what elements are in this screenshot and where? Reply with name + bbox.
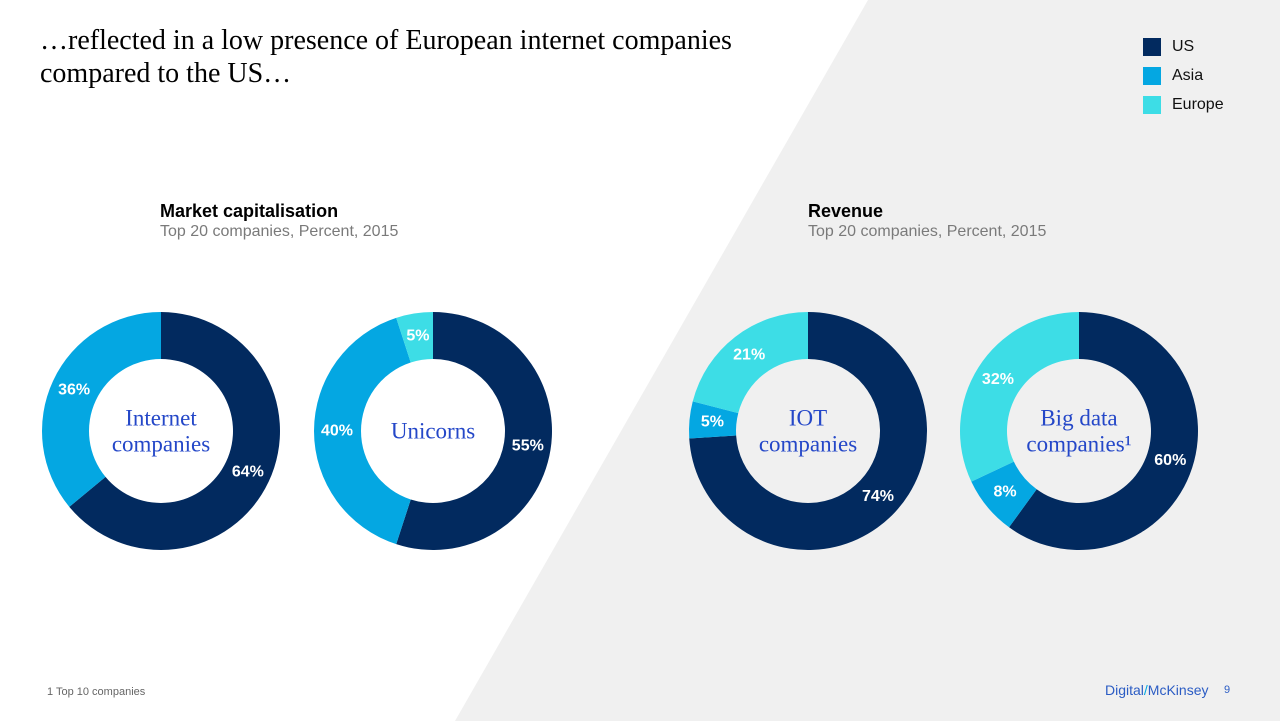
donut-center-label-line: Unicorns — [391, 419, 475, 444]
donut-chart-3: 74% 5% 21% IOT companies — [689, 312, 927, 550]
legend-label-asia: Asia — [1172, 66, 1204, 84]
market-cap-title: Market capitalisation — [160, 201, 339, 221]
market-cap-subtitle: Top 20 companies, Percent, 2015 — [160, 223, 399, 240]
donut-slice-label-asia: 5% — [701, 413, 724, 430]
donut-slice-us — [396, 312, 552, 550]
donut-slice-europe — [692, 312, 808, 414]
legend-swatch-asia — [1143, 66, 1161, 85]
donut-center-label-line: companies¹ — [1026, 432, 1131, 457]
donut-slice-label-europe: 21% — [733, 347, 765, 364]
footnote: 1 Top 10 companies — [47, 686, 146, 698]
brand-logo: Digital/McKinsey — [1105, 682, 1208, 698]
donut-slice-asia — [41, 312, 161, 507]
legend-item-asia: Asia — [1143, 61, 1224, 90]
legend-item-us: US — [1143, 32, 1224, 61]
brand-logo-left: Digital — [1105, 682, 1144, 698]
donut-slice-label-us: 74% — [862, 488, 894, 505]
donut-chart-4: 60% 8% 32% Big data companies¹ — [959, 312, 1199, 550]
donut-slice-label-europe: 32% — [982, 371, 1014, 388]
legend-swatch-europe — [1143, 95, 1161, 114]
donut-slice-label-us: 55% — [512, 438, 544, 455]
donut-slice-europe — [396, 312, 433, 363]
brand-logo-right: McKinsey — [1147, 682, 1209, 698]
page-title: …reflected in a low presence of European… — [40, 25, 732, 89]
donut-center-label: Unicorns — [391, 419, 475, 444]
donut-center-label-line: companies — [112, 432, 210, 457]
donut-center-label-line: companies — [759, 432, 857, 457]
donut-chart-1: 64% 36% Internet companies — [41, 312, 280, 550]
donut-slice-label-asia: 8% — [993, 484, 1016, 501]
donut-center-label-line: Internet — [125, 406, 197, 431]
donut-center-label: Big data companies¹ — [1026, 406, 1131, 457]
legend-label-us: US — [1172, 37, 1195, 55]
donut-slice-label-asia: 40% — [321, 423, 353, 440]
donut-center-label: Internet companies — [112, 406, 210, 457]
revenue-subtitle: Top 20 companies, Percent, 2015 — [808, 223, 1047, 240]
donut-slice-label-us: 64% — [232, 463, 264, 480]
donut-chart-2: 55% 40% 5% Unicorns — [314, 312, 552, 550]
donut-slice-asia — [314, 317, 411, 545]
donut-center-label-line: IOT — [789, 406, 827, 431]
donut-slice-label-us: 60% — [1154, 452, 1186, 469]
revenue-header: Revenue Top 20 companies, Percent, 2015 — [808, 200, 1046, 242]
donut-slice-us — [69, 312, 280, 550]
donut-slice-label-asia: 36% — [58, 382, 90, 399]
legend-swatch-us — [1143, 37, 1161, 56]
donut-slice-asia — [971, 461, 1037, 528]
donut-center-label-line: Big data — [1040, 406, 1117, 431]
donut-slice-europe — [959, 312, 1079, 482]
donut-slice-us — [1009, 312, 1199, 550]
revenue-title: Revenue — [808, 201, 884, 221]
brand-logo-slash: / — [1143, 682, 1148, 698]
legend-label-europe: Europe — [1172, 95, 1224, 113]
market-cap-header: Market capitalisation Top 20 companies, … — [160, 200, 398, 242]
legend: US Asia Europe — [1143, 32, 1224, 119]
donut-slice-us — [689, 312, 927, 550]
legend-item-europe: Europe — [1143, 90, 1224, 119]
donut-slice-asia — [689, 401, 739, 439]
donut-center-label: IOT companies — [759, 406, 857, 457]
donut-slice-label-europe: 5% — [406, 328, 429, 345]
page-number: 9 — [1224, 684, 1231, 696]
